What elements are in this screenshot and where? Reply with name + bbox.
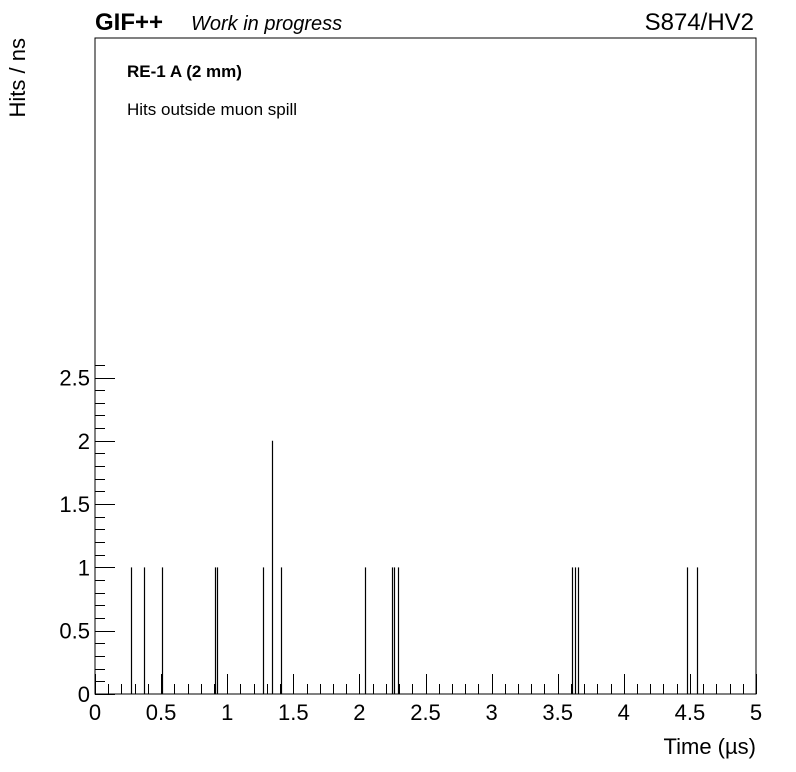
- x-tick-label: 4.5: [675, 700, 706, 725]
- x-tick-label: 2: [353, 700, 365, 725]
- x-tick-label: 0.5: [146, 700, 177, 725]
- x-tick-label: 4: [618, 700, 630, 725]
- y-axis-title: Hits / ns: [5, 38, 30, 117]
- x-axis-title: Time (µs): [663, 734, 756, 759]
- y-tick-label: 1: [78, 555, 90, 580]
- bars-group: [130, 440, 699, 694]
- experiment-label: GIF++: [95, 9, 163, 36]
- ticks-group: [95, 365, 757, 695]
- y-tick-label: 0.5: [59, 619, 90, 644]
- x-tick-label: 1.5: [278, 700, 309, 725]
- y-tick-label: 2.5: [59, 366, 90, 391]
- y-tick-label: 2: [78, 429, 90, 454]
- status-label: Work in progress: [191, 13, 342, 35]
- x-tick-label: 2.5: [410, 700, 441, 725]
- x-tick-label: 3: [485, 700, 497, 725]
- frame-group: [94, 37, 757, 695]
- x-tick-label: 5: [750, 700, 762, 725]
- plot-frame: [94, 37, 757, 695]
- tick-labels-group: 0 0.5 1 1.5 2 2.5 3 3.5 4 4.5 5 0 0.5 1 1.5 2 2.5: [59, 366, 762, 726]
- spill-note: Hits outside muon spill: [127, 100, 297, 119]
- run-label: S874/HV2: [645, 9, 754, 36]
- chamber-label: RE-1 A (2 mm): [127, 62, 242, 81]
- y-tick-label: 1.5: [59, 492, 90, 517]
- x-tick-label: 3.5: [542, 700, 573, 725]
- y-tick-label: 0: [78, 682, 90, 707]
- x-tick-label: 0: [89, 700, 101, 725]
- x-tick-label: 1: [221, 700, 233, 725]
